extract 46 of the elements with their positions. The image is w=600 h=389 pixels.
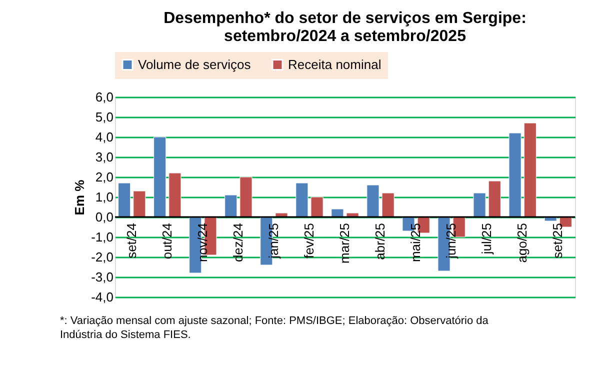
bar [275,212,288,218]
y-tick-label: 2,0 [95,170,114,184]
bar [296,182,308,218]
y-tick-label: 0,0 [95,210,114,224]
bar [508,132,522,218]
bar [346,212,359,218]
bar [240,176,252,218]
y-tick-label: -3,0 [91,270,114,284]
text: *: Variação mensal com ajuste sazonal; Fonte: PMS/IBGE; Elaboração: Observatório da Indústria do Sistema FIES. [60,315,490,341]
x-tick-label: mar/25 [337,223,352,264]
legend-label: Volume de serviços [138,56,252,72]
bar [488,180,501,218]
y-tick-label: 6,0 [95,90,114,104]
x-tick-label: set/25 [550,223,566,258]
y-tick-label: 1,0 [95,190,114,204]
x-tick-label: mai/25 [408,223,424,262]
x-tick-label: nov/24 [194,223,210,262]
legend-label: Receita nominal [288,56,382,72]
y-tick-label: -1,0 [91,230,114,244]
chart-title: Desempenho* do setor de serviços em Sergipe: setembro/2024 a setembro/2025 [164,10,526,45]
bar [224,194,238,218]
bar [473,192,486,218]
bar [366,184,380,218]
bar [154,136,166,218]
y-tick-label: -4,0 [91,290,114,304]
bar [118,182,131,218]
x-tick-label: dez/24 [230,223,246,262]
bar [310,196,324,218]
bar [331,208,344,218]
bar [168,172,182,218]
x-tick-label: jun/25 [444,223,459,260]
x-tick-label: fev/25 [301,223,316,258]
y-tick-label: 4,0 [95,130,114,144]
x-tick-label: abr/25 [372,223,388,260]
x-tick-label: out/24 [159,223,174,260]
x-tick-label: ago/25 [514,223,530,263]
bar [524,122,536,218]
y-tick-label: 5,0 [95,110,114,124]
y-tick-label: 3,0 [95,150,114,164]
y-axis-title: Em % [72,179,88,216]
x-tick-label: jul/25 [479,223,494,256]
y-tick-label: -2,0 [91,250,114,264]
bar [133,190,146,218]
bar [382,192,394,218]
x-tick-label: jan/25 [266,223,281,260]
x-tick-label: set/24 [124,223,139,258]
